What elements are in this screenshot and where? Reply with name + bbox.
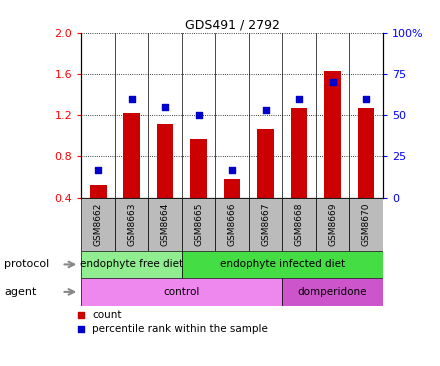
Text: GSM8665: GSM8665 [194,202,203,246]
Text: GSM8664: GSM8664 [161,202,170,246]
Text: GSM8670: GSM8670 [362,202,370,246]
Text: GSM8666: GSM8666 [227,202,237,246]
Bar [224,179,241,198]
Bar [291,108,308,198]
Point [195,112,202,118]
Bar [249,198,282,251]
Text: domperidone: domperidone [298,287,367,297]
Bar [316,198,349,251]
Point [95,167,102,173]
Bar [257,129,274,198]
Text: GSM8667: GSM8667 [261,202,270,246]
Bar [157,124,173,198]
Bar [81,198,115,251]
Text: endophyte infected diet: endophyte infected diet [220,259,345,269]
Bar [349,198,383,251]
Bar [215,198,249,251]
Bar [282,278,383,306]
Bar [358,108,374,198]
Bar [115,198,148,251]
Bar [324,71,341,198]
Text: protocol: protocol [4,259,50,269]
Text: GSM8669: GSM8669 [328,202,337,246]
Point [229,167,236,173]
Text: GSM8668: GSM8668 [294,202,304,246]
Point [262,108,269,113]
Point [78,326,85,332]
Point [161,104,169,110]
Bar [148,198,182,251]
Point [329,79,336,85]
Point [363,96,370,102]
Text: agent: agent [4,287,37,297]
Point [78,312,85,318]
Bar [182,251,383,278]
Bar [182,198,215,251]
Bar [81,278,282,306]
Text: percentile rank within the sample: percentile rank within the sample [92,324,268,335]
Bar [81,251,182,278]
Bar [282,198,316,251]
Point [296,96,303,102]
Text: count: count [92,310,122,320]
Bar [190,139,207,198]
Point [128,96,135,102]
Bar [90,185,106,198]
Text: endophyte free diet: endophyte free diet [80,259,183,269]
Text: GSM8662: GSM8662 [94,202,103,246]
Title: GDS491 / 2792: GDS491 / 2792 [185,19,279,32]
Text: GSM8663: GSM8663 [127,202,136,246]
Text: control: control [164,287,200,297]
Bar [123,113,140,198]
